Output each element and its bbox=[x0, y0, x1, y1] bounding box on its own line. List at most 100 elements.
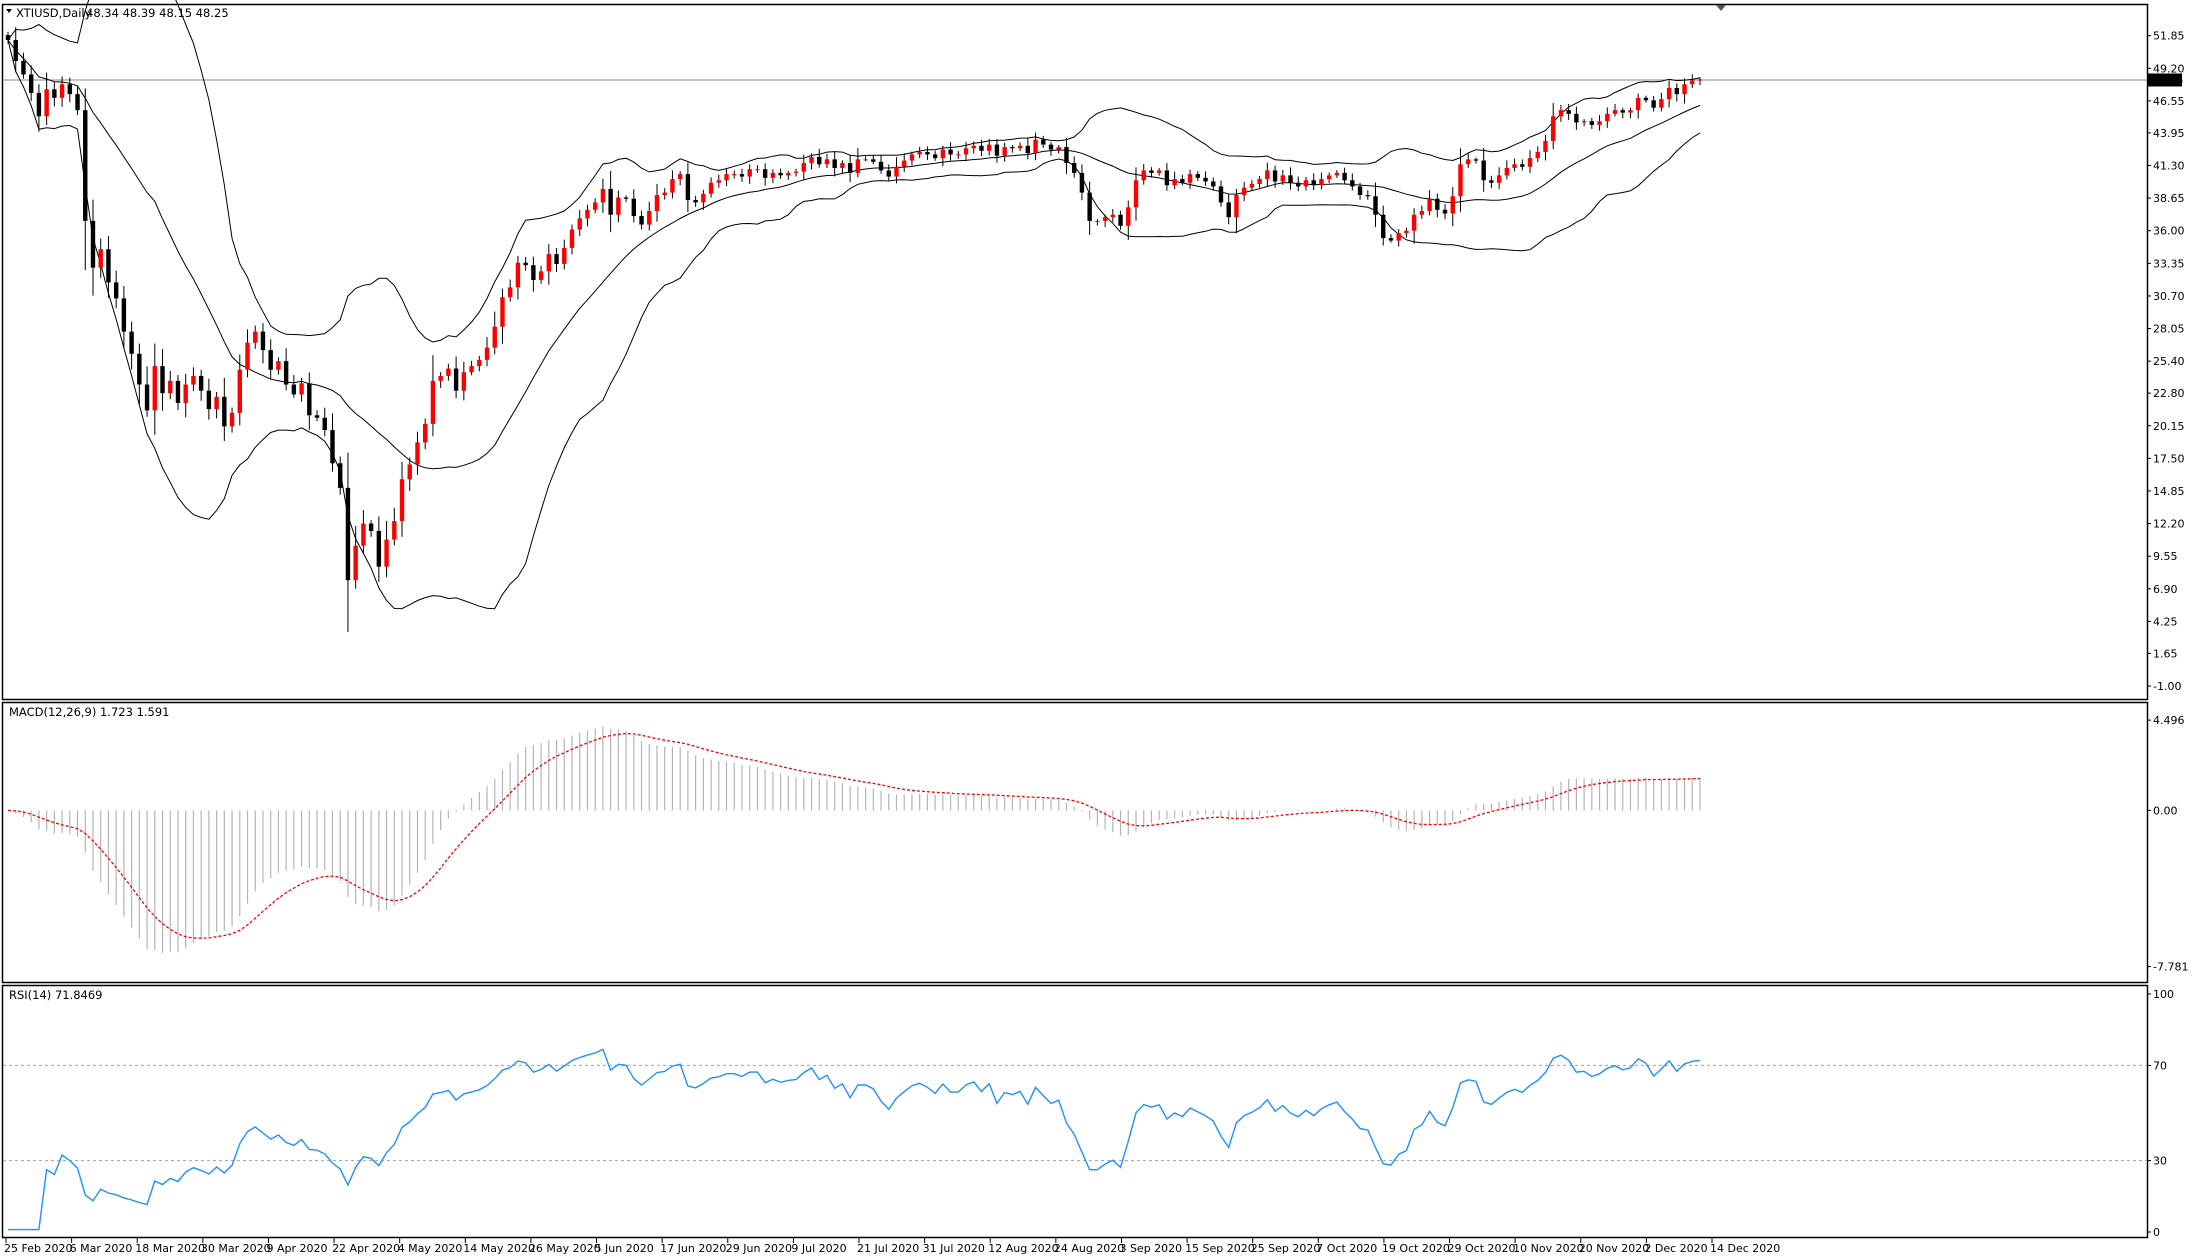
candle-body bbox=[894, 166, 899, 177]
candle-body bbox=[1404, 230, 1409, 234]
candle-body bbox=[1651, 100, 1656, 108]
candle bbox=[647, 201, 652, 231]
candle-body bbox=[1226, 202, 1231, 218]
candle bbox=[453, 356, 459, 399]
candle bbox=[121, 286, 127, 349]
candle-body bbox=[191, 375, 196, 385]
candle bbox=[1574, 106, 1579, 130]
candle-body bbox=[770, 172, 776, 178]
candle bbox=[531, 256, 536, 292]
candle-body bbox=[724, 174, 729, 181]
candle bbox=[1643, 95, 1649, 103]
candle bbox=[229, 407, 235, 433]
candle bbox=[430, 355, 436, 437]
candle-body bbox=[1133, 180, 1139, 208]
candle bbox=[160, 348, 165, 411]
candle bbox=[183, 373, 188, 418]
candle bbox=[1172, 171, 1177, 190]
rsi-panel[interactable]: RSI(14) 71.8469 100 70 30 0 bbox=[1, 984, 2175, 1240]
candle bbox=[639, 210, 644, 230]
candle-body bbox=[52, 89, 57, 98]
price-tick-label: 28.05 bbox=[2153, 323, 2185, 336]
candle-body bbox=[1095, 220, 1100, 222]
rsi-line bbox=[8, 1048, 1701, 1231]
candle bbox=[206, 378, 212, 420]
candle bbox=[392, 507, 397, 546]
candle-body bbox=[677, 174, 683, 180]
candle bbox=[1666, 80, 1672, 108]
candle-body bbox=[1489, 180, 1494, 183]
candle-body bbox=[1241, 187, 1247, 196]
price-tick-label: 17.50 bbox=[2153, 452, 2185, 465]
candle bbox=[1017, 142, 1023, 152]
candle bbox=[500, 288, 505, 344]
candle-body bbox=[1010, 147, 1015, 149]
candle-body bbox=[670, 179, 675, 193]
candle bbox=[670, 170, 675, 199]
candle bbox=[376, 516, 382, 582]
candle-body bbox=[1666, 87, 1672, 100]
candle bbox=[1543, 134, 1548, 161]
date-tick-label: 29 Jun 2020 bbox=[726, 1242, 792, 1255]
date-tick-label: 10 Nov 2020 bbox=[1513, 1242, 1583, 1255]
rsi-tick-label: 100 bbox=[2153, 988, 2174, 1001]
candle bbox=[786, 170, 791, 180]
candle-body bbox=[1118, 214, 1123, 226]
macd-axis: 4.496 0.00 -7.781 bbox=[2147, 714, 2188, 974]
candle-body bbox=[1419, 211, 1425, 215]
candle bbox=[569, 224, 575, 255]
macd-tick-label: 0.00 bbox=[2153, 804, 2178, 817]
price-axis: 51.85 49.20 46.55 43.95 41.30 38.65 36.00 33.35… bbox=[2147, 30, 2185, 693]
candle-body bbox=[1211, 181, 1216, 187]
candle-body bbox=[801, 163, 806, 172]
candle bbox=[1651, 96, 1656, 112]
candle bbox=[925, 146, 930, 161]
candle bbox=[1496, 167, 1502, 189]
candle bbox=[685, 162, 691, 213]
candle-body bbox=[430, 380, 436, 424]
candle bbox=[863, 156, 868, 162]
price-tick-label: 14.85 bbox=[2153, 485, 2185, 498]
macd-title: MACD(12,26,9) 1.723 1.591 bbox=[9, 705, 170, 719]
candle bbox=[762, 163, 768, 186]
candle-body bbox=[1357, 186, 1363, 196]
candle bbox=[1234, 188, 1239, 234]
candle-body bbox=[585, 209, 590, 219]
price-panel-frame bbox=[1, 3, 2149, 701]
candle-body bbox=[523, 262, 528, 266]
candle bbox=[1535, 146, 1540, 163]
candle-body bbox=[987, 144, 992, 151]
price-tick-label: 49.20 bbox=[2153, 62, 2185, 75]
candle-body bbox=[685, 174, 691, 200]
candle bbox=[801, 154, 806, 181]
price-tick-label: -1.00 bbox=[2153, 680, 2181, 693]
symbol-dropdown-icon[interactable] bbox=[6, 9, 12, 13]
candle bbox=[1079, 164, 1085, 201]
candle-body bbox=[113, 282, 119, 299]
candle bbox=[13, 27, 18, 73]
candle-body bbox=[1156, 170, 1162, 173]
candle-body bbox=[1458, 164, 1463, 197]
candle bbox=[21, 52, 26, 79]
price-panel[interactable]: XTIUSD,Daily 48.34 48.39 48.15 48.25 51.… bbox=[1, 0, 2185, 701]
candle bbox=[1156, 168, 1162, 176]
candle-body bbox=[1504, 167, 1510, 176]
candle bbox=[538, 265, 544, 284]
candle-body bbox=[322, 417, 327, 431]
candle-body bbox=[438, 375, 443, 381]
candle-body bbox=[1690, 80, 1695, 85]
candle bbox=[338, 456, 343, 495]
price-tick-label: 4.25 bbox=[2153, 615, 2178, 628]
candle-body bbox=[198, 375, 204, 391]
candle-body bbox=[1334, 172, 1340, 176]
candle-body bbox=[531, 265, 536, 280]
macd-panel[interactable]: MACD(12,26,9) 1.723 1.591 4.496 0.00 -7.78… bbox=[1, 701, 2189, 984]
candle bbox=[1442, 204, 1448, 220]
candle bbox=[113, 270, 119, 309]
candle-body bbox=[90, 220, 96, 268]
candle bbox=[1311, 173, 1316, 191]
candle-body bbox=[1612, 110, 1618, 114]
candle bbox=[52, 81, 57, 107]
candle bbox=[909, 151, 915, 166]
